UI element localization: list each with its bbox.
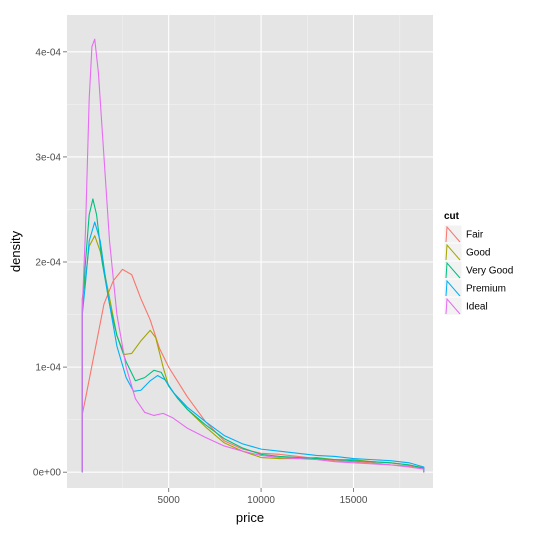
legend-key-glyph bbox=[445, 279, 461, 297]
y-axis-title: density bbox=[8, 230, 23, 272]
legend-key-glyph bbox=[445, 297, 461, 315]
x-tick-label: 5000 bbox=[158, 495, 181, 506]
legend-label: Ideal bbox=[466, 302, 488, 313]
legend-key-glyph bbox=[445, 261, 461, 279]
series-line-ideal bbox=[81, 38, 425, 473]
y-tick-label: 1e-04 bbox=[35, 363, 61, 374]
x-axis-title: price bbox=[236, 510, 264, 525]
x-axis: 5000 10000 15000 bbox=[158, 488, 368, 506]
series-lines bbox=[81, 38, 425, 473]
series-line-very-good bbox=[81, 198, 425, 473]
y-tick-label: 0e+00 bbox=[33, 468, 62, 479]
y-tick-label: 2e-04 bbox=[35, 258, 61, 269]
series-line-premium bbox=[81, 221, 425, 473]
legend-key-glyph bbox=[445, 243, 461, 261]
legend-label: Fair bbox=[466, 230, 484, 241]
y-axis: 0e+00 1e-04 2e-04 3e-04 4e-04 bbox=[33, 47, 67, 479]
panel-background bbox=[67, 15, 433, 488]
legend-label: Good bbox=[466, 248, 490, 259]
x-tick-label: 10000 bbox=[247, 495, 275, 506]
legend-label: Premium bbox=[466, 284, 506, 295]
y-tick-label: 4e-04 bbox=[35, 47, 61, 58]
legend: cut Fair Good Very Good Premium Ideal bbox=[443, 211, 513, 316]
legend-title: cut bbox=[444, 211, 460, 222]
legend-key-glyph bbox=[445, 225, 461, 243]
plot-panel bbox=[67, 15, 433, 488]
x-tick-label: 15000 bbox=[340, 495, 368, 506]
legend-label: Very Good bbox=[466, 266, 513, 277]
y-tick-label: 3e-04 bbox=[35, 152, 61, 163]
